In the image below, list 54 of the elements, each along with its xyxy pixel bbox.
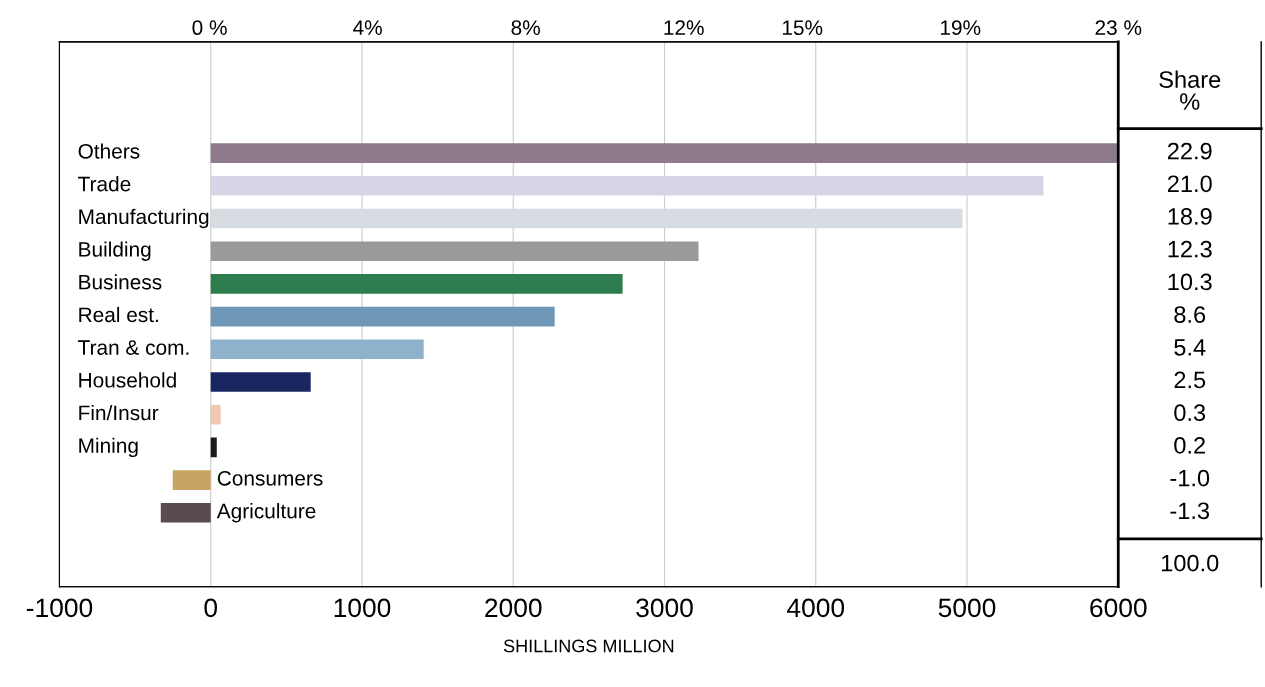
x-tick-label: 3000 bbox=[636, 598, 693, 618]
bar bbox=[172, 470, 211, 490]
text: 18.9 bbox=[1168, 208, 1212, 225]
y-tick-label: Consumers bbox=[217, 470, 323, 486]
x2-tick-label: 15% bbox=[782, 20, 823, 36]
text: 5.4 bbox=[1174, 339, 1206, 356]
bar bbox=[210, 437, 217, 458]
text: 8.6 bbox=[1174, 306, 1206, 323]
text: 21.0 bbox=[1167, 175, 1212, 193]
y-tick-label: Fin/Insur bbox=[79, 404, 159, 421]
bar bbox=[210, 143, 1119, 163]
bar bbox=[210, 241, 699, 261]
y-tick-label: Tran & com. bbox=[78, 340, 189, 355]
x2-tick-label: 0 % bbox=[192, 20, 227, 36]
bar bbox=[210, 274, 623, 294]
y-tick-label: Household bbox=[79, 372, 176, 388]
text: 12.3 bbox=[1168, 240, 1212, 258]
text: 0.2 bbox=[1174, 437, 1205, 454]
text: 22.9 bbox=[1167, 142, 1212, 160]
bar bbox=[210, 404, 221, 425]
text: 2.5 bbox=[1174, 371, 1206, 389]
x-tick-label: 0 bbox=[204, 598, 218, 618]
x2-tick-label: 23 % bbox=[1095, 20, 1142, 36]
x-tick-label: 5000 bbox=[938, 598, 996, 618]
bar bbox=[210, 175, 1044, 196]
x2-tick-label: 4% bbox=[353, 20, 382, 35]
y-tick-label: Others bbox=[78, 143, 140, 159]
y-tick-label: Agriculture bbox=[216, 503, 316, 523]
y-tick-label: Mining bbox=[79, 437, 138, 458]
x2-tick-label: 19% bbox=[940, 20, 981, 36]
x-axis-title: SHILLINGS MILLION bbox=[503, 639, 674, 653]
x2-tick-label: 8% bbox=[511, 20, 540, 36]
y-tick-label: Trade bbox=[78, 176, 131, 192]
bar bbox=[210, 306, 555, 327]
y-tick-label: Business bbox=[79, 274, 162, 290]
x-tick-label: 1000 bbox=[334, 598, 391, 618]
text: 100.0 bbox=[1161, 554, 1219, 572]
bar bbox=[210, 372, 311, 392]
text: 10.3 bbox=[1168, 273, 1212, 291]
bar bbox=[160, 502, 211, 523]
x-tick-label: 4000 bbox=[787, 598, 845, 618]
x-tick-label: -1000 bbox=[26, 598, 93, 618]
x-tick-label: 6000 bbox=[1090, 598, 1147, 618]
y-tick-label: Real est. bbox=[79, 306, 158, 323]
y-tick-label: Building bbox=[79, 241, 151, 261]
bar bbox=[210, 208, 963, 229]
text: 0.3 bbox=[1174, 404, 1206, 422]
x-tick-label: 2000 bbox=[485, 598, 542, 618]
bar bbox=[210, 339, 424, 360]
text: -1.0 bbox=[1170, 469, 1210, 487]
text: -1.3 bbox=[1170, 502, 1210, 520]
y-tick-label: Manufacturing bbox=[79, 208, 209, 229]
text: Share % bbox=[1159, 70, 1221, 110]
x2-tick-label: 12% bbox=[664, 20, 704, 35]
